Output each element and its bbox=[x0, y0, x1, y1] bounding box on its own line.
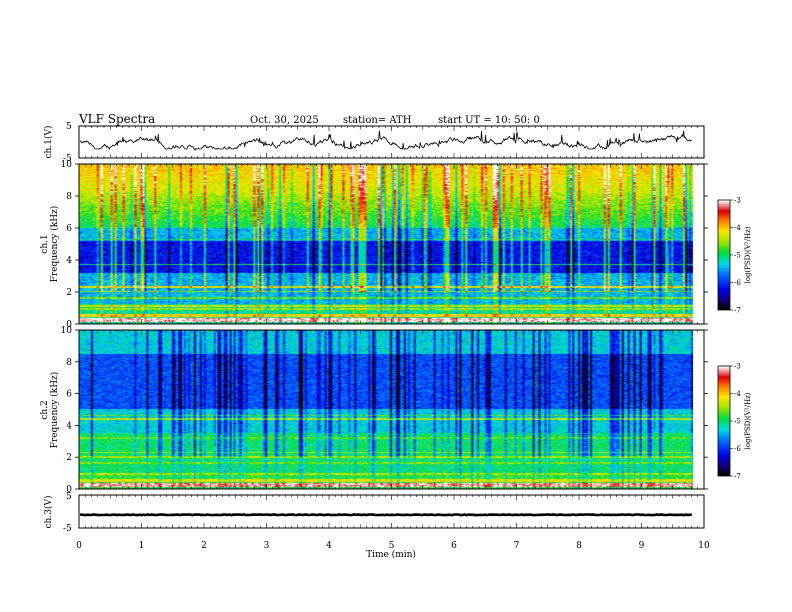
ch2-colorbar-label: log(PSD)(V²/Hz) bbox=[744, 392, 752, 449]
ch2-frequency-label: Frequency (kHz) bbox=[49, 372, 60, 449]
ch3-ytick-5: 5 bbox=[66, 492, 72, 502]
x-tick-label: 10 bbox=[698, 541, 710, 551]
y-tick-label: 0 bbox=[66, 320, 72, 330]
x-tick-label: 1 bbox=[139, 541, 145, 551]
x-ticks bbox=[78, 126, 705, 528]
ch2-spectrogram-heatmap bbox=[79, 330, 693, 489]
ch1-voltage-ylabel: ch.1(V) bbox=[43, 126, 54, 159]
ch1-spectrogram-panel: 0 2 4 6 8 10 ch.1 Frequency (kHz) bbox=[40, 160, 708, 330]
ch3-ytick-minus5: -5 bbox=[63, 524, 72, 534]
x-tick-labels: 0 1 2 3 4 5 6 7 8 9 10 bbox=[76, 541, 710, 551]
y-tick-label: 6 bbox=[66, 224, 72, 234]
ch1-ytick-minus5: -5 bbox=[63, 154, 72, 164]
colorbar-tick-label: -3 bbox=[734, 197, 741, 205]
ch1-colorbar: -3 -4 -5 -6 -7 log(PSD)(V²/Hz) bbox=[717, 197, 752, 315]
ch1-spectrogram-heatmap bbox=[79, 164, 693, 324]
figure-title: VLF Spectra bbox=[78, 112, 155, 126]
ch2-spectrogram-panel: 0 2 4 6 8 10 ch.2 Frequency (kHz) bbox=[40, 326, 708, 495]
y-tick-label: 2 bbox=[66, 288, 72, 298]
y-tick-label: 10 bbox=[61, 160, 73, 170]
date-label: Oct. 30, 2025 bbox=[250, 115, 319, 126]
x-tick-label: 6 bbox=[451, 541, 457, 551]
ch1-frequency-label: Frequency (kHz) bbox=[49, 206, 60, 283]
ch1-ytick-5: 5 bbox=[66, 122, 72, 132]
y-tick-label: 10 bbox=[61, 326, 73, 336]
colorbar-tick-label: -5 bbox=[734, 252, 741, 260]
ch3-voltage-trace bbox=[79, 513, 692, 517]
y-tick-label: 4 bbox=[66, 421, 72, 431]
ch1-colorbar-gradient bbox=[718, 200, 730, 310]
colorbar-tick-label: -5 bbox=[734, 418, 741, 426]
colorbar-tick-label: -4 bbox=[734, 224, 741, 232]
colorbar-tick-label: -3 bbox=[734, 363, 741, 371]
ch2-colorbar-gradient bbox=[718, 366, 730, 476]
x-tick-label: 4 bbox=[326, 541, 332, 551]
colorbar-tick-label: -6 bbox=[734, 279, 741, 287]
x-tick-label: 5 bbox=[389, 541, 395, 551]
x-tick-label: 2 bbox=[201, 541, 207, 551]
ch1-colorbar-label: log(PSD)(V²/Hz) bbox=[744, 226, 752, 283]
y-tick-label: 2 bbox=[66, 453, 72, 463]
colorbar-tick-label: -7 bbox=[734, 307, 741, 315]
y-tick-label: 8 bbox=[66, 192, 72, 202]
x-axis-label: Time (min) bbox=[366, 549, 416, 560]
x-tick-label: 7 bbox=[514, 541, 520, 551]
colorbar-tick-label: -4 bbox=[734, 390, 741, 398]
y-tick-label: 4 bbox=[66, 256, 72, 266]
ch1-voltage-panel: 5 -5 ch.1(V) bbox=[43, 122, 705, 164]
ch3-voltage-panel: 5 -5 ch.3(V) bbox=[43, 492, 705, 534]
ch3-voltage-ylabel: ch.3(V) bbox=[43, 496, 54, 529]
y-tick-label: 8 bbox=[66, 358, 72, 368]
x-tick-label: 8 bbox=[576, 541, 582, 551]
start-time-label: start UT = 10: 50: 0 bbox=[438, 115, 540, 126]
ch1-channel-label: ch.1 bbox=[40, 234, 50, 253]
colorbar-tick-label: -7 bbox=[734, 473, 741, 481]
ch1-voltage-trace bbox=[79, 130, 692, 151]
x-tick-label: 9 bbox=[639, 541, 645, 551]
ch2-colorbar: -3 -4 -5 -6 -7 log(PSD)(V²/Hz) bbox=[717, 363, 752, 481]
y-tick-label: 6 bbox=[66, 390, 72, 400]
station-label: station= ATH bbox=[343, 115, 412, 126]
x-tick-label: 0 bbox=[76, 541, 82, 551]
y-tick-label: 0 bbox=[66, 485, 72, 495]
x-tick-label: 3 bbox=[264, 541, 270, 551]
colorbar-tick-label: -6 bbox=[734, 445, 741, 453]
ch2-channel-label: ch.2 bbox=[40, 400, 50, 419]
